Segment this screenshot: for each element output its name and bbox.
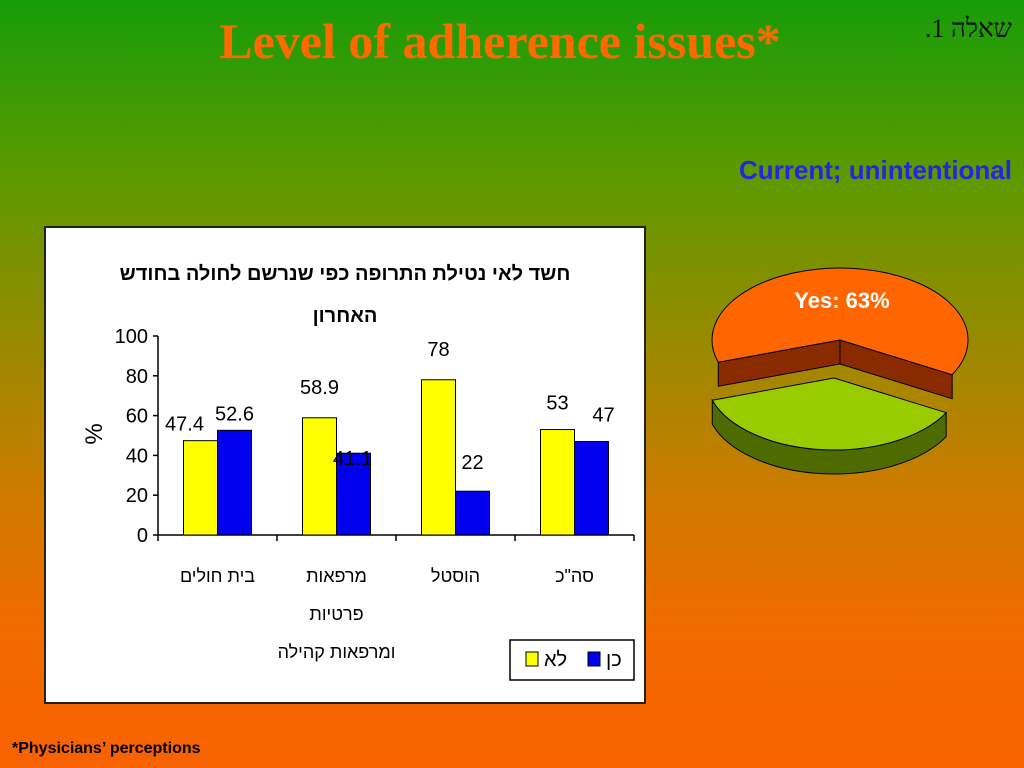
y-tick-label: 100: [115, 326, 148, 348]
y-tick-label: 40: [126, 445, 148, 467]
bar: [540, 429, 575, 536]
pie-slice-yes: [711, 267, 969, 376]
x-tick-label: ומרפאות קהילה: [278, 642, 396, 662]
bar: [421, 379, 456, 536]
bar: [217, 429, 252, 536]
y-tick-label: 80: [126, 366, 148, 388]
bar: [455, 490, 490, 536]
bar: [336, 452, 371, 536]
x-tick-label: מרפאות: [306, 566, 367, 586]
bar: [302, 417, 337, 536]
data-label: 58.9: [300, 377, 339, 399]
chart-title-line: חשד לאי נטילת התרופה כפי שנרשם לחולה בחו…: [120, 263, 571, 285]
legend-label: לא: [544, 649, 567, 671]
y-tick-label: 0: [137, 525, 148, 547]
bar: [183, 440, 218, 536]
x-tick-label: בית חולים: [180, 566, 255, 586]
legend: לא כן: [509, 639, 635, 681]
data-label: 47.4: [165, 414, 204, 436]
pie-chart: Yes: 63%: [711, 267, 969, 475]
footnote: *Physicians’ perceptions: [12, 740, 201, 757]
legend-swatch: [525, 651, 539, 667]
pie-subtitle: Current; unintentional: [739, 155, 1012, 185]
bar: [574, 440, 609, 536]
legend-swatch: [587, 651, 601, 667]
data-label: 53: [546, 393, 568, 415]
legend-label: כן: [606, 649, 622, 671]
data-label: 78: [427, 339, 449, 361]
bar-chart-panel: חשד לאי נטילת התרופה כפי שנרשם לחולה בחו…: [44, 226, 646, 704]
x-tick-label: סה"כ: [555, 566, 594, 586]
bar-chart: חשד לאי נטילת התרופה כפי שנרשם לחולה בחו…: [81, 263, 635, 681]
question-label: שאלה 1.: [924, 14, 1012, 43]
data-label: 22: [461, 452, 483, 474]
slide-title: Level of adherence issues*: [219, 13, 781, 69]
data-label: 47: [592, 404, 614, 426]
y-tick-label: 60: [126, 406, 148, 428]
y-tick-label: 20: [126, 485, 148, 507]
pie-slice-label: Yes: 63%: [794, 288, 889, 313]
data-label: 41.1: [333, 448, 372, 470]
y-axis-label: %: [81, 423, 108, 444]
data-label: 52.6: [215, 403, 254, 425]
x-tick-label: הוסטל: [431, 566, 480, 586]
chart-title-line: האחרון: [313, 305, 378, 327]
x-tick-label: פרטיות: [309, 604, 363, 624]
pie-slice-no: [711, 377, 948, 451]
